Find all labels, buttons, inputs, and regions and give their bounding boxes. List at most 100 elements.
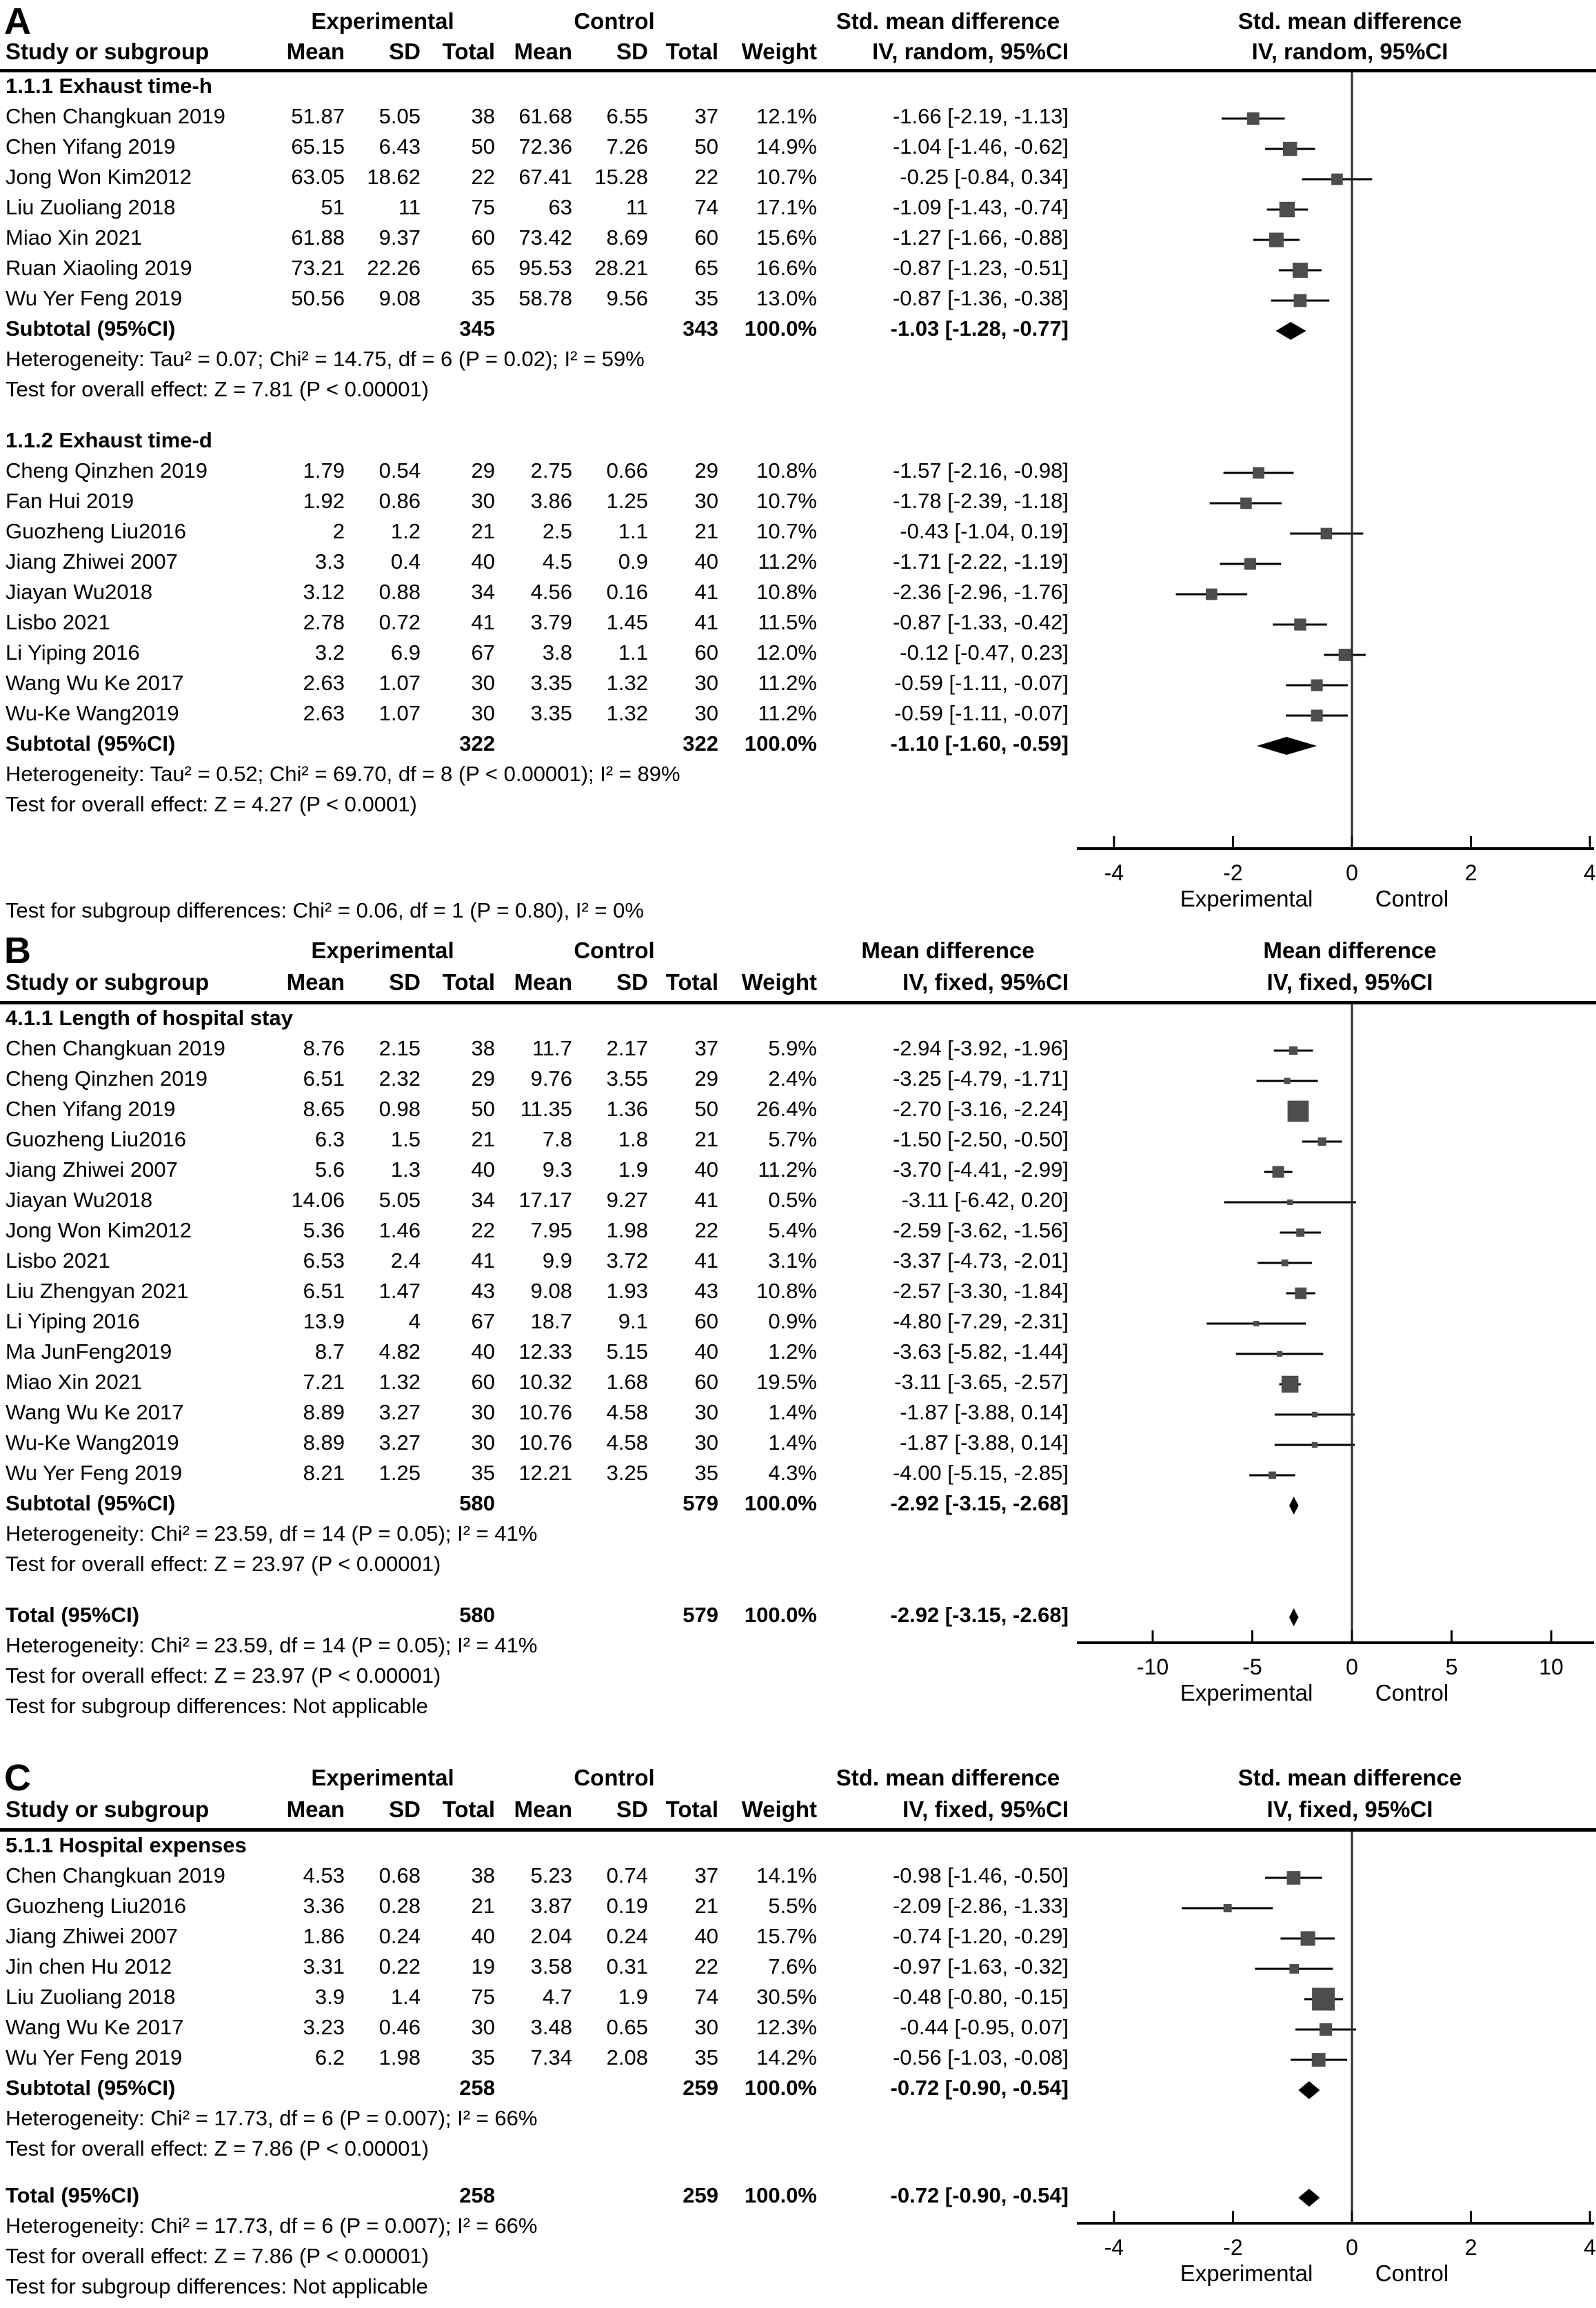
control-total-cell: 43 — [694, 1279, 718, 1303]
column-header: Weight — [741, 969, 817, 995]
analysis-note: Heterogeneity: Tau² = 0.07; Chi² = 14.75… — [6, 347, 645, 371]
weight-cell: 11.2% — [758, 1157, 817, 1182]
subgroup-title: 5.1.1 Hospital expenses — [6, 1833, 247, 1857]
control-sd-cell: 1.9 — [618, 1157, 648, 1182]
method-header-plot: IV, fixed, 95%CI — [1266, 1796, 1433, 1822]
study-name: Jiayan Wu2018 — [6, 1188, 153, 1212]
weight-cell: 100.0% — [744, 2183, 817, 2207]
panel-label: B — [4, 930, 31, 971]
axis-left-label: Experimental — [1180, 886, 1313, 911]
control-mean-cell: 7.8 — [542, 1127, 572, 1151]
ci-text-cell: -0.12 [-0.47, 0.23] — [900, 640, 1069, 665]
control-group-header: Control — [574, 1765, 655, 1790]
control-mean-cell: 3.35 — [530, 701, 572, 725]
weight-cell: 12.0% — [756, 640, 817, 665]
analysis-note: Test for overall effect: Z = 4.27 (P < 0… — [6, 792, 417, 816]
study-name: Chen Changkuan 2019 — [6, 1036, 225, 1060]
study-name: Ruan Xiaoling 2019 — [6, 256, 192, 280]
control-mean-cell: 9.9 — [542, 1248, 572, 1273]
header-divider — [0, 1828, 1596, 1832]
experimental-total-cell: 30 — [471, 489, 495, 513]
analysis-note: Test for overall effect: Z = 7.86 (P < 0… — [6, 2244, 430, 2268]
pooled-diamond — [1275, 322, 1306, 340]
control-sd-cell: 4.58 — [606, 1430, 648, 1455]
control-mean-cell: 4.56 — [530, 580, 572, 604]
control-mean-cell: 11.35 — [520, 1097, 572, 1121]
analysis-note: Heterogeneity: Tau² = 0.52; Chi² = 69.70… — [6, 762, 680, 786]
experimental-total-cell: 29 — [471, 458, 495, 483]
subtotal-label: Subtotal (95%CI) — [6, 1491, 176, 1515]
weight-cell: 14.1% — [756, 1863, 817, 1887]
control-total-cell: 29 — [694, 1066, 718, 1091]
experimental-total-cell: 345 — [459, 316, 495, 341]
control-mean-cell: 2.5 — [542, 519, 572, 543]
axis-tick-label: 4 — [1584, 2235, 1596, 2260]
ci-text-cell: -1.09 [-1.43, -0.74] — [892, 195, 1069, 219]
weight-cell: 4.3% — [768, 1461, 817, 1485]
effect-square — [1289, 1964, 1300, 1974]
experimental-sd-cell: 5.05 — [378, 1188, 421, 1212]
effect-measure-header: Mean difference — [861, 938, 1035, 963]
ci-text-cell: -1.04 [-1.46, -0.62] — [892, 134, 1069, 159]
experimental-mean-cell: 1.86 — [303, 1924, 345, 1948]
effect-measure-header: Std. mean difference — [836, 1765, 1060, 1790]
effect-square — [1277, 1350, 1283, 1357]
experimental-sd-cell: 0.4 — [390, 549, 421, 574]
weight-cell: 11.2% — [758, 701, 817, 725]
effect-square — [1317, 1137, 1326, 1146]
study-name: Chen Changkuan 2019 — [6, 104, 225, 128]
weight-cell: 0.9% — [768, 1309, 817, 1333]
control-sd-cell: 3.72 — [606, 1248, 648, 1273]
column-header: SD — [389, 1796, 421, 1822]
experimental-total-cell: 75 — [471, 195, 495, 219]
control-sd-cell: 0.9 — [618, 549, 648, 574]
study-name: Wu Yer Feng 2019 — [6, 1461, 183, 1485]
ci-text-cell: -0.74 [-1.20, -0.29] — [892, 1924, 1069, 1948]
control-total-cell: 22 — [694, 165, 718, 189]
axis-tick-label: 0 — [1346, 860, 1358, 885]
control-total-cell: 40 — [694, 1339, 718, 1364]
control-total-cell: 74 — [694, 195, 718, 219]
study-name: Cheng Qinzhen 2019 — [6, 1066, 208, 1091]
experimental-mean-cell: 1.92 — [303, 489, 345, 513]
control-sd-cell: 28.21 — [594, 256, 648, 280]
control-sd-cell: 1.32 — [606, 671, 648, 695]
experimental-mean-cell: 2.63 — [303, 671, 345, 695]
effect-square — [1286, 1871, 1301, 1885]
control-mean-cell: 10.76 — [518, 1400, 572, 1424]
effect-square — [1295, 1287, 1307, 1299]
effect-square — [1311, 679, 1323, 691]
control-mean-cell: 67.41 — [518, 165, 572, 189]
effect-square — [1283, 141, 1297, 156]
control-total-cell: 579 — [683, 1603, 718, 1627]
control-total-cell: 41 — [694, 580, 718, 604]
weight-cell: 1.4% — [768, 1400, 817, 1424]
control-mean-cell: 3.35 — [530, 671, 572, 695]
weight-cell: 14.9% — [756, 134, 817, 159]
experimental-mean-cell: 5.6 — [314, 1157, 345, 1182]
method-column-header: IV, random, 95%CI — [872, 39, 1069, 64]
column-header: Total — [665, 1796, 718, 1822]
subgroup-title: 1.1.1 Exhaust time-h — [6, 74, 212, 98]
control-mean-cell: 3.58 — [530, 1954, 572, 1978]
subtotal-label: Subtotal (95%CI) — [6, 731, 176, 756]
study-name: Wu-Ke Wang2019 — [6, 701, 179, 725]
weight-cell: 11.5% — [758, 610, 817, 634]
experimental-mean-cell: 2.63 — [303, 701, 345, 725]
experimental-mean-cell: 2 — [332, 519, 345, 543]
control-mean-cell: 10.76 — [518, 1430, 572, 1455]
experimental-total-cell: 30 — [471, 701, 495, 725]
control-total-cell: 50 — [694, 1097, 718, 1121]
effect-square — [1300, 1931, 1315, 1946]
control-total-cell: 40 — [694, 1157, 718, 1182]
experimental-total-cell: 50 — [471, 134, 495, 159]
control-mean-cell: 9.08 — [530, 1279, 572, 1303]
experimental-mean-cell: 5.36 — [303, 1218, 345, 1242]
effect-square — [1281, 1259, 1289, 1266]
subtotal-label: Subtotal (95%CI) — [6, 2076, 176, 2100]
header-divider — [0, 1001, 1596, 1004]
ci-text-cell: -0.44 [-0.95, 0.07] — [900, 2015, 1069, 2039]
experimental-total-cell: 43 — [471, 1279, 495, 1303]
study-name: Chen Yifang 2019 — [6, 134, 176, 159]
